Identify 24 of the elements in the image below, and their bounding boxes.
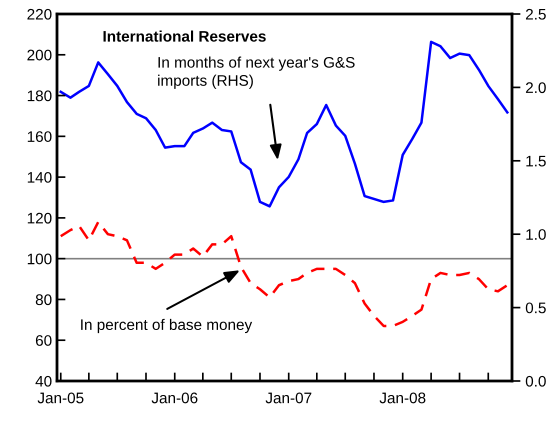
y2-tick-label: 0.5: [526, 302, 546, 314]
y2-tick-label: 2.5: [526, 8, 546, 20]
y2-tick-label: 0.0: [526, 376, 546, 387]
x-tick-label: Jan-05: [38, 392, 84, 404]
y2-tick-label: 2.0: [526, 82, 546, 94]
x-tick-label: Jan-08: [380, 392, 426, 404]
text: International Reserves: [104, 30, 266, 42]
y2-tick-label: 1.5: [526, 156, 546, 166]
y-tick-label: 100: [28, 254, 52, 264]
y-tick-label: 80: [36, 294, 52, 306]
annotation: In percent of base money: [81, 318, 252, 334]
y-tick-label: 160: [28, 131, 52, 142]
y2-tick-label: 1.0: [526, 229, 546, 240]
y-tick-label: 120: [28, 212, 52, 224]
line-series: [59, 40, 509, 208]
y-tick-label: 40: [36, 376, 52, 387]
y-tick-label: 180: [28, 90, 52, 102]
y-tick-label: 200: [27, 50, 52, 60]
x-tick-label: Jan-06: [152, 392, 198, 404]
y-tick-label: 220: [27, 8, 52, 20]
y-tick-label: 60: [36, 335, 52, 346]
x-tick-label: Jan-07: [266, 392, 312, 404]
y-tick-label: 140: [28, 172, 52, 183]
annotation: In months of next year's G&S imports (RHS): [158, 56, 355, 89]
